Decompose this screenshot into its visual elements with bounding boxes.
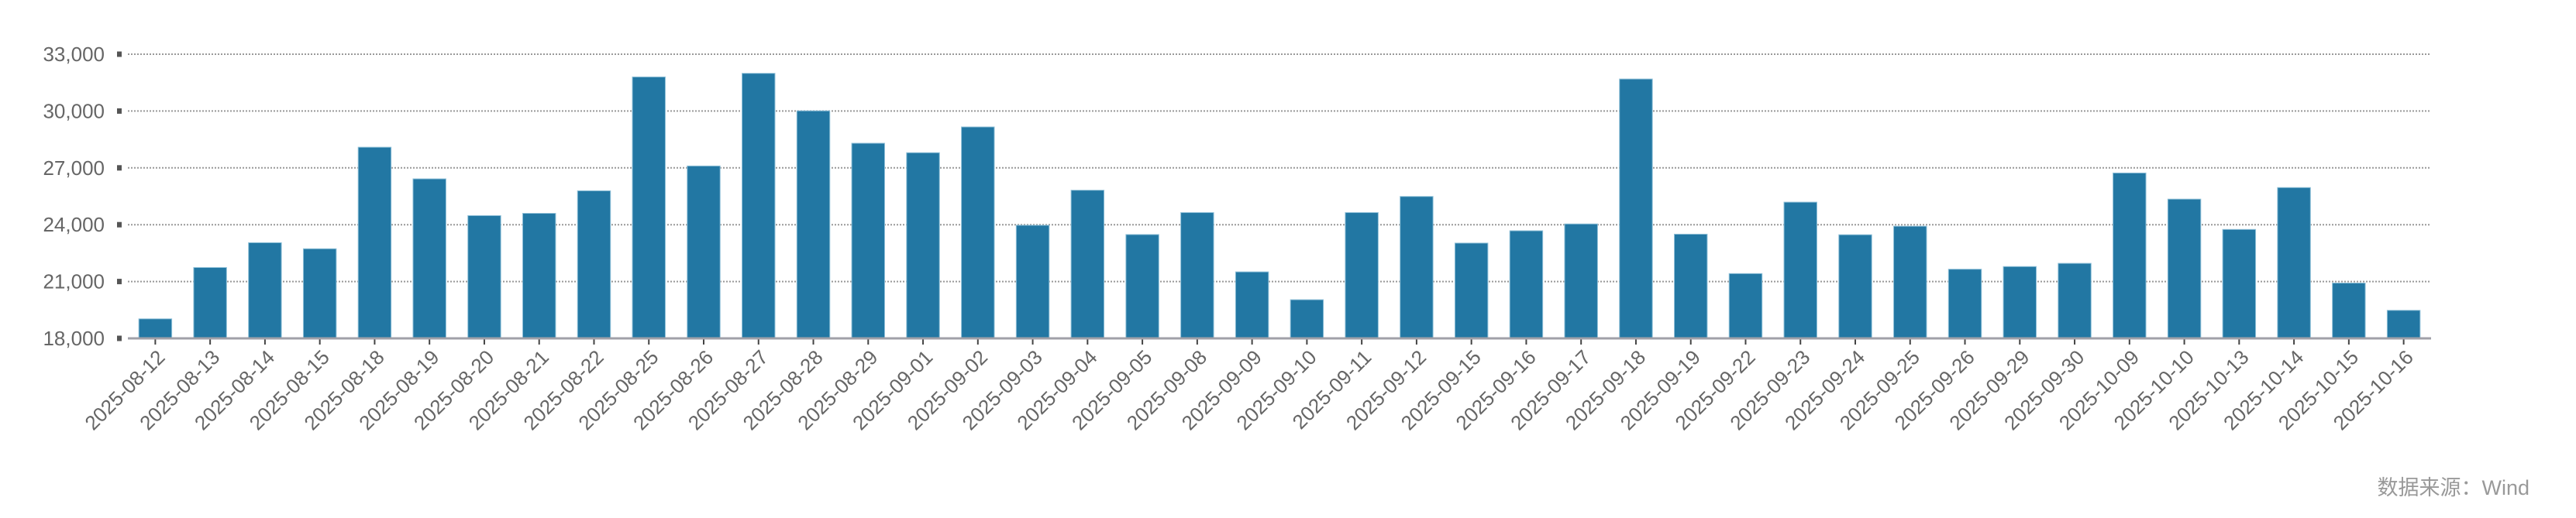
data-source-note: 数据来源：Wind (2377, 476, 2530, 499)
y-tick-label: 30,000 (43, 99, 105, 122)
bar (2113, 172, 2147, 339)
bar (2277, 187, 2311, 339)
bar (522, 213, 556, 339)
y-tick-label: 21,000 (43, 270, 105, 293)
bar (1400, 196, 1434, 339)
y-tick-mark (117, 335, 122, 341)
bar (687, 165, 721, 339)
bar (2222, 228, 2257, 339)
bar (1235, 271, 1269, 339)
bar (2058, 262, 2092, 339)
y-tick-label: 18,000 (43, 327, 105, 350)
bar (1947, 269, 1982, 339)
bar (1509, 230, 1544, 339)
bar (357, 146, 392, 339)
bar (1728, 273, 1763, 339)
bar (742, 73, 776, 339)
bar (1290, 299, 1324, 339)
bar (1619, 78, 1653, 339)
bar (1783, 201, 1817, 339)
bar (577, 190, 611, 339)
bar (1345, 212, 1379, 339)
y-tick-label: 24,000 (43, 213, 105, 236)
bar (1838, 234, 1872, 339)
y-tick-mark (117, 51, 122, 57)
bar (248, 242, 282, 339)
bar (1015, 225, 1050, 339)
y-tick-mark (117, 221, 122, 228)
bar (632, 76, 666, 339)
bar (1564, 223, 1598, 339)
bar (851, 142, 886, 339)
y-tick-mark (117, 108, 122, 114)
bar (1893, 225, 1927, 339)
bar (138, 318, 173, 339)
bar (467, 214, 501, 339)
bar (2003, 266, 2037, 339)
y-tick-label: 33,000 (43, 43, 105, 66)
bar (1673, 233, 1708, 339)
bar (1454, 242, 1489, 339)
bar (1180, 212, 1214, 339)
bar (302, 248, 337, 339)
bar (193, 266, 227, 339)
bar (2167, 198, 2202, 339)
bar (796, 110, 831, 339)
bar (1070, 190, 1105, 339)
bar (961, 126, 995, 339)
bar (906, 152, 940, 339)
y-tick-label: 27,000 (43, 156, 105, 180)
bar (2332, 283, 2366, 339)
bar (1125, 234, 1159, 339)
bar (412, 178, 446, 339)
y-tick-mark (117, 165, 122, 171)
y-tick-mark (117, 279, 122, 285)
bar (2386, 310, 2421, 339)
